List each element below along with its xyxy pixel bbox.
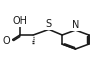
Text: O: O — [3, 36, 11, 46]
Text: OH: OH — [12, 16, 28, 26]
Text: S: S — [46, 19, 52, 29]
Text: N: N — [72, 20, 79, 30]
